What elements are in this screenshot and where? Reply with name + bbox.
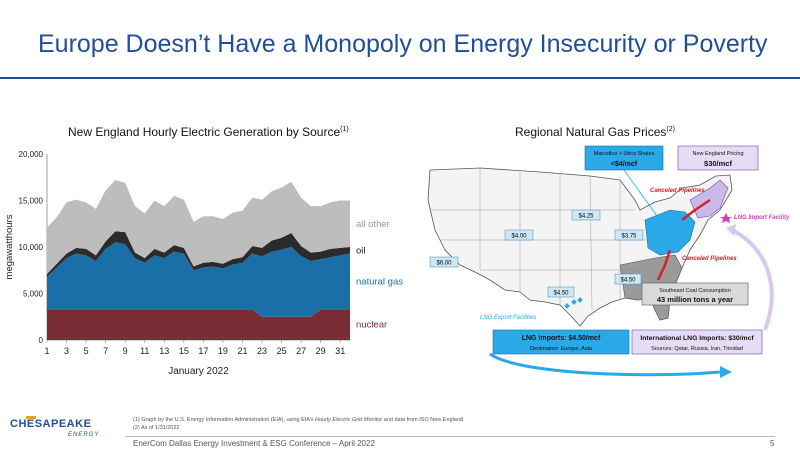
- y-tick-label: 15,000: [19, 197, 44, 206]
- right-chart-title: Regional Natural Gas Prices(2): [515, 125, 675, 139]
- x-tick-label: 23: [257, 346, 267, 356]
- logo-subtext: ENERGY: [68, 432, 100, 438]
- intl-lng-callout: [631, 329, 763, 355]
- price-label-rockies: $4.00: [511, 234, 527, 240]
- x-tick-label: 1: [44, 346, 49, 356]
- gas-price-map: $6.00 $4.00 $4.25 $3.75 $4.50 $4.50 Marc…: [427, 145, 790, 378]
- x-tick-label: 19: [218, 346, 228, 356]
- left-chart-title-text: New England Hourly Electric Generation b…: [68, 125, 341, 139]
- x-tick-label: 31: [335, 346, 345, 356]
- coal-callout-title: Southeast Coal Consumption: [659, 288, 731, 294]
- y-tick-label: 0: [39, 336, 44, 345]
- x-axis-label: January 2022: [168, 366, 229, 377]
- generation-area-chart: nuclear natural gas oil all other 0 5,000 10,0…: [4, 150, 403, 377]
- x-tick-label: 25: [277, 346, 287, 356]
- series-area-oil: [47, 231, 350, 277]
- x-tick-label: 9: [123, 346, 128, 356]
- x-tick-label: 21: [237, 346, 247, 356]
- coal-callout-value: 43 million tons a year: [657, 295, 733, 304]
- y-axis-label: megawatthours: [4, 214, 15, 279]
- x-tick-label: 5: [84, 346, 89, 356]
- right-chart-title-text: Regional Natural Gas Prices: [515, 125, 667, 139]
- x-tick-label: 3: [64, 346, 69, 356]
- marcellus-callout: [584, 145, 664, 171]
- legend-label-all-other: all other: [356, 219, 390, 230]
- x-tick-label: 17: [198, 346, 208, 356]
- y-tick-label: 5,000: [23, 290, 44, 299]
- marcellus-callout-title: Marcellus + Utica Shales: [594, 151, 655, 157]
- x-tick-label: 7: [103, 346, 108, 356]
- new-england-callout-title: New England Pricing: [692, 151, 743, 157]
- legend-label-oil: oil: [356, 245, 366, 256]
- marcellus-callout-price: <$4/mcf: [611, 161, 638, 168]
- lng-export-arrow: [489, 352, 721, 377]
- page-number: 5: [770, 439, 775, 448]
- x-tick-label: 11: [140, 346, 149, 356]
- x-tick-label: 13: [159, 346, 169, 356]
- canceled-pipelines-right-label: Canceled Pipelines: [682, 256, 737, 262]
- footnotes: (1) Graph by the U.S. Energy Information…: [133, 416, 463, 432]
- footnote-2: (2) As of 1/31/2022: [133, 425, 180, 431]
- x-tick-label: 15: [179, 346, 189, 356]
- canceled-pipelines-top-text: Canceled Pipelines: [650, 188, 705, 194]
- footnote-1-italic: Hourly Electric Grid Monitor: [315, 417, 383, 423]
- new-england-callout: [677, 145, 759, 171]
- legend-label-natural-gas: natural gas: [356, 276, 403, 287]
- series-area-natural-gas: [47, 242, 350, 317]
- lng-exports-callout-title: LNG Imports: $4.50/mcf: [522, 335, 601, 342]
- lng-exports-callout: [492, 329, 630, 355]
- price-label-southeast: $4.50: [620, 278, 636, 284]
- intl-lng-arrow: [731, 228, 774, 331]
- canceled-pipeline-top: [681, 198, 711, 221]
- x-tick-label: 29: [316, 346, 326, 356]
- canceled-pipeline-right: [656, 249, 672, 281]
- price-labels: $6.00 $4.00 $4.25 $3.75 $4.50 $4.50: [429, 209, 644, 298]
- legend-label-nuclear: nuclear: [356, 320, 387, 331]
- intl-lng-callout-title: International LNG Imports: $30/mcf: [640, 335, 754, 342]
- footnote-1: (1) Graph by the U.S. Energy Information…: [133, 416, 463, 424]
- price-label-gulf: $4.50: [553, 291, 569, 297]
- lng-export-arrowhead-icon: [720, 366, 732, 378]
- lng-export-facilities-label: LNG Export Facilities: [480, 315, 536, 321]
- y-tick-label: 20,000: [19, 150, 44, 159]
- coal-callout: [641, 282, 749, 306]
- lng-import-facility-label: LNG Import Facility: [734, 215, 790, 221]
- intl-lng-callout-sub: Sources: Qatar, Russia, Iran, Trinidad: [651, 346, 743, 352]
- footer-text: EnerCom Dallas Energy Investment & ESG C…: [133, 439, 375, 448]
- footer-divider: [125, 436, 775, 437]
- y-tick-label: 10,000: [19, 243, 44, 252]
- logo-text: CHESAPEAKE: [10, 418, 92, 430]
- price-label-appalachia: $3.75: [621, 234, 637, 240]
- lng-export-markers: [564, 297, 583, 309]
- title-divider: [0, 77, 800, 79]
- lng-import-marker-icon: [720, 213, 732, 223]
- series-area-all-other: [47, 180, 350, 274]
- slide-title: Europe Doesn’t Have a Monopoly on Energy…: [38, 30, 768, 58]
- right-chart-title-note: (2): [666, 126, 675, 133]
- series-area-nuclear: [47, 309, 350, 340]
- intl-lng-arrowhead-icon: [726, 224, 736, 236]
- new-england-callout-price: $30/mcf: [704, 159, 732, 168]
- left-chart-title-note: (1): [340, 126, 349, 133]
- marcellus-region: [644, 209, 696, 256]
- logo-mark-icon: [26, 416, 36, 419]
- company-logo: CHESAPEAKE ENERGY: [10, 416, 120, 446]
- canceled-pipelines-top-label: Canceled Pipelines: [650, 188, 705, 194]
- left-chart-title: New England Hourly Electric Generation b…: [68, 125, 349, 139]
- footnote-1-suffix: and data from ISO New England: [382, 417, 463, 423]
- price-label-west: $6.00: [436, 261, 452, 267]
- lng-exports-callout-sub: Destination: Europe, Asia: [530, 346, 593, 352]
- x-tick-label: 27: [296, 346, 306, 356]
- footnote-1-prefix: (1) Graph by the U.S. Energy Information…: [133, 417, 315, 423]
- price-label-midwest: $4.25: [578, 214, 594, 220]
